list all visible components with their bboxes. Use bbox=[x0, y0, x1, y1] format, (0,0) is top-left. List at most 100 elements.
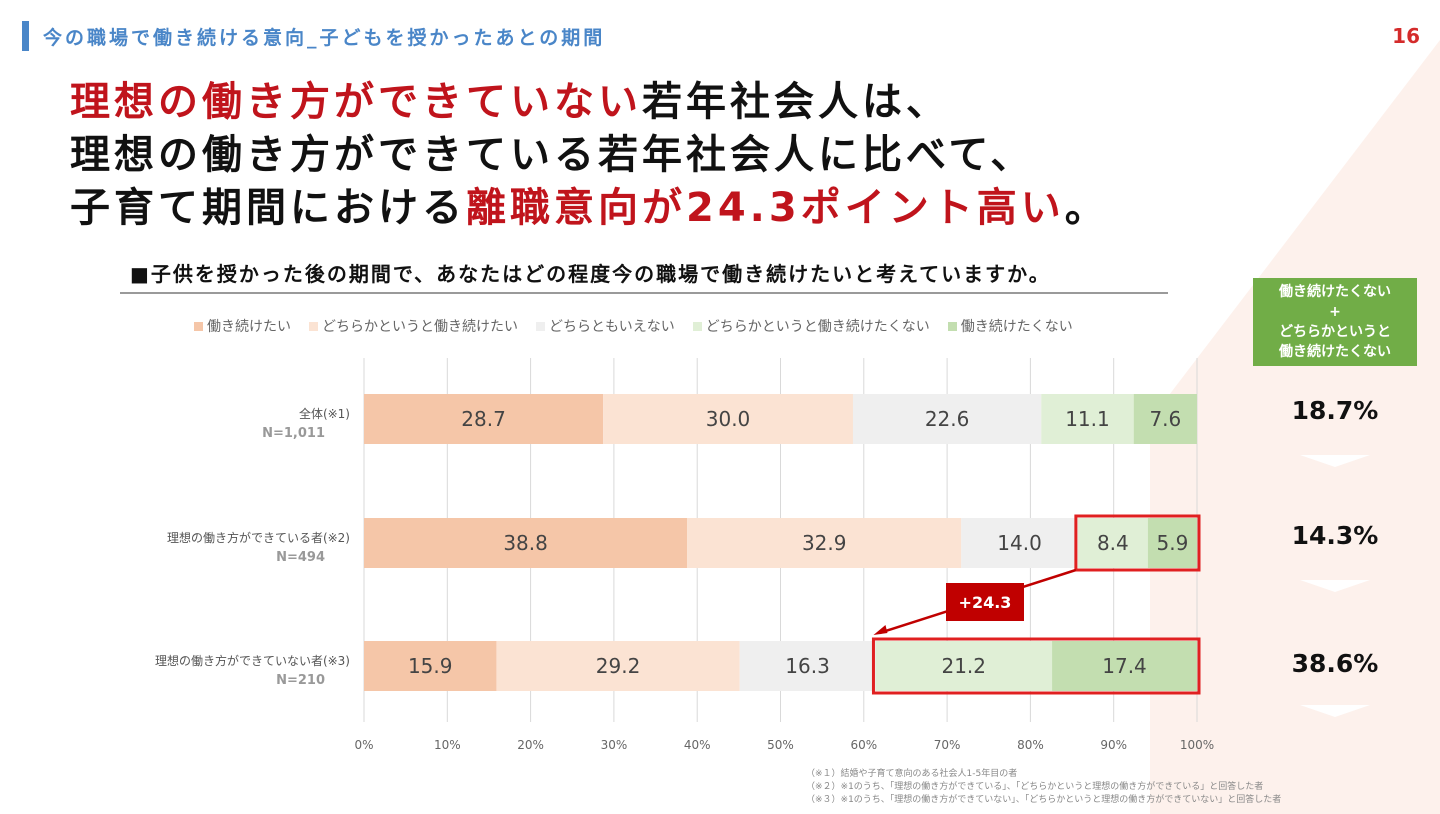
bar-value-label: 21.2 bbox=[941, 654, 986, 678]
side-marker bbox=[1300, 455, 1370, 467]
legend-swatch-0 bbox=[194, 321, 203, 331]
headline-text-1: 若年社会人は、 bbox=[642, 79, 950, 125]
headline-text-3b: 。 bbox=[1064, 185, 1109, 231]
side-marker bbox=[1300, 705, 1370, 717]
bar-segment bbox=[1041, 394, 1134, 444]
legend-label-0: 働き続けたい bbox=[207, 319, 291, 335]
legend-swatch-2 bbox=[536, 321, 545, 331]
headline-emphasis-3: 離職意向が24.3ポイント高い bbox=[466, 185, 1065, 231]
legend-label-2: どちらともいえない bbox=[549, 319, 675, 335]
header-title: 今の職場で働き続ける意向_子どもを授かったあとの期間 bbox=[43, 26, 606, 49]
headline-text-3a: 子育て期間における bbox=[70, 185, 466, 231]
bar-segment bbox=[1147, 518, 1197, 568]
x-tick-label: 40% bbox=[684, 738, 711, 752]
side-header-line-3: どちらかというと bbox=[1279, 324, 1391, 340]
question-underline bbox=[120, 292, 1168, 294]
bar-value-label: 38.8 bbox=[503, 531, 548, 555]
x-tick-label: 90% bbox=[1100, 738, 1127, 752]
category-sample-size: N=1,011 bbox=[262, 426, 325, 441]
bar-segment bbox=[496, 641, 740, 691]
headline-emphasis-1: 理想の働き方ができていない bbox=[70, 79, 642, 125]
bar-value-label: 8.4 bbox=[1097, 531, 1129, 555]
x-tick-label: 10% bbox=[434, 738, 461, 752]
bar-value-label: 32.9 bbox=[802, 531, 847, 555]
legend-label-4: 働き続けたくない bbox=[960, 319, 1073, 335]
side-value-total: 18.7% bbox=[1291, 396, 1379, 425]
bar-segment bbox=[852, 394, 1042, 444]
footnote-2: （※２）※1のうち、「理想の働き方ができている」、「どちらかというと理想の働き方… bbox=[806, 782, 1264, 792]
bar-segment bbox=[603, 394, 853, 444]
difference-arrow-head bbox=[873, 625, 888, 635]
slide-header: 今の職場で働き続ける意向_子どもを授かったあとの期間 bbox=[22, 20, 605, 52]
category-sample-size: N=494 bbox=[276, 550, 325, 565]
category-label: 全体(※1) bbox=[299, 406, 350, 421]
category-sample-size: N=210 bbox=[276, 673, 325, 688]
legend-swatch-1 bbox=[309, 321, 318, 331]
bar-segment bbox=[875, 641, 1053, 691]
bar-value-label: 17.4 bbox=[1102, 654, 1147, 678]
page-number: 16 bbox=[1392, 24, 1420, 48]
bar-segment bbox=[961, 518, 1078, 568]
legend-label-3: どちらかというと働き続けたくない bbox=[705, 319, 930, 335]
bar-value-label: 22.6 bbox=[925, 407, 970, 431]
bar-segment bbox=[1077, 518, 1148, 568]
side-header-line-1: 働き続けたくない bbox=[1279, 284, 1391, 300]
bar-segment bbox=[1133, 394, 1197, 444]
side-value-ideal: 14.3% bbox=[1291, 521, 1379, 550]
bar-segment bbox=[687, 518, 962, 568]
legend-item-4: 働き続けたくない bbox=[947, 316, 1073, 336]
legend-swatch-3 bbox=[692, 321, 702, 331]
bar-value-label: 11.1 bbox=[1065, 407, 1110, 431]
bar-segment bbox=[1052, 641, 1197, 691]
category-label: 理想の働き方ができている者(※2) bbox=[167, 530, 350, 545]
bar-value-label: 7.6 bbox=[1149, 407, 1181, 431]
headline: 理想の働き方ができていない若年社会人は、 理想の働き方ができている若年社会人に比… bbox=[70, 76, 1109, 235]
bar-segment bbox=[364, 518, 688, 568]
bar-value-label: 15.9 bbox=[408, 654, 453, 678]
bar-value-label: 14.0 bbox=[997, 531, 1042, 555]
bar-value-label: 28.7 bbox=[461, 407, 506, 431]
bar-value-label: 30.0 bbox=[706, 407, 751, 431]
headline-line-1: 理想の働き方ができていない若年社会人は、 bbox=[70, 76, 1109, 129]
x-tick-label: 100% bbox=[1180, 738, 1214, 752]
footnotes: （※１）結婚や子育て意向のある社会人1-5年目の者 （※２）※1のうち、「理想の… bbox=[806, 768, 1281, 807]
category-label: 理想の働き方ができていない者(※3) bbox=[155, 653, 350, 668]
x-tick-label: 60% bbox=[850, 738, 877, 752]
headline-line-3: 子育て期間における離職意向が24.3ポイント高い。 bbox=[70, 182, 1109, 235]
legend-item-3: どちらかというと働き続けたくない bbox=[692, 316, 930, 336]
header-accent-bar bbox=[22, 21, 29, 51]
x-tick-label: 0% bbox=[354, 738, 373, 752]
chart-legend: 働き続けたい どちらかというと働き続けたい どちらともいえない どちらかというと働き続… bbox=[194, 316, 1073, 336]
footnote-1: （※１）結婚や子育て意向のある社会人1-5年目の者 bbox=[806, 769, 1018, 779]
x-tick-label: 20% bbox=[517, 738, 544, 752]
headline-line-2: 理想の働き方ができている若年社会人に比べて、 bbox=[70, 132, 1035, 178]
x-tick-label: 30% bbox=[601, 738, 628, 752]
side-header-plus: + bbox=[1329, 304, 1341, 320]
x-tick-label: 70% bbox=[934, 738, 961, 752]
bar-value-label: 5.9 bbox=[1157, 531, 1189, 555]
x-tick-label: 80% bbox=[1017, 738, 1044, 752]
bar-segment bbox=[364, 394, 604, 444]
bar-value-label: 29.2 bbox=[596, 654, 641, 678]
bar-value-label: 16.3 bbox=[785, 654, 830, 678]
highlight-box-not-ideal bbox=[871, 637, 1201, 695]
highlight-box-ideal bbox=[1074, 514, 1201, 572]
legend-item-2: どちらともいえない bbox=[536, 316, 675, 336]
legend-item-0: 働き続けたい bbox=[194, 316, 291, 336]
side-marker bbox=[1300, 580, 1370, 592]
bar-segment bbox=[364, 641, 497, 691]
side-panel-header: 働き続けたくない + どちらかというと 働き続けたくない bbox=[1253, 278, 1417, 366]
x-tick-label: 50% bbox=[767, 738, 794, 752]
survey-question: ■子供を授かった後の期間で、あなたはどの程度今の職場で働き続けたいと考えています… bbox=[130, 262, 1051, 286]
side-value-not-ideal: 38.6% bbox=[1291, 649, 1379, 678]
bar-segment bbox=[739, 641, 876, 691]
side-header-line-4: 働き続けたくない bbox=[1279, 344, 1391, 360]
difference-annotation-box bbox=[946, 583, 1024, 621]
legend-label-1: どちらかというと働き続けたい bbox=[322, 319, 518, 335]
legend-swatch-4 bbox=[947, 321, 957, 331]
legend-item-1: どちらかというと働き続けたい bbox=[309, 316, 518, 336]
difference-annotation-label: +24.3 bbox=[959, 593, 1012, 612]
footnote-3: （※３）※1のうち、「理想の働き方ができていない」、「どちらかというと理想の働き… bbox=[806, 795, 1282, 805]
